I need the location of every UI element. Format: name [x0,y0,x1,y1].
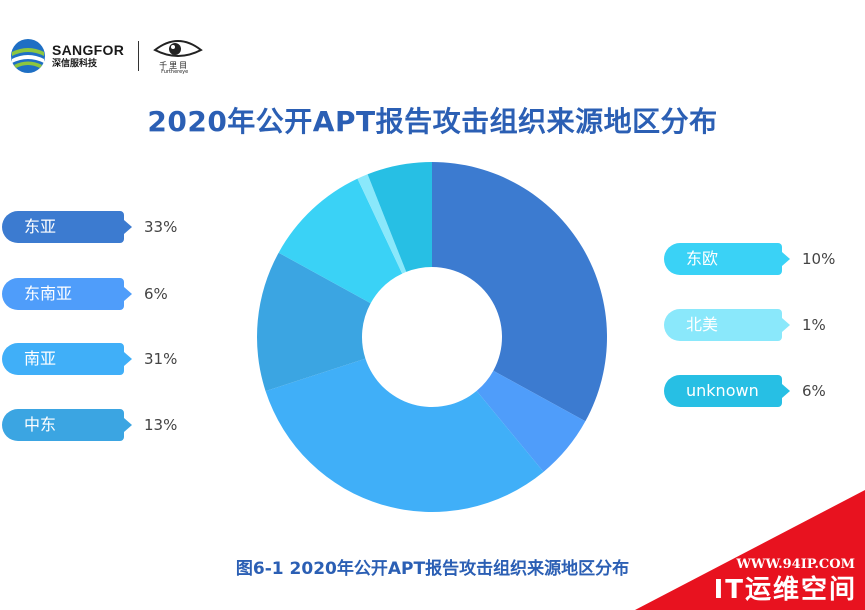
legend-item-unknown: unknown 6% [664,375,826,407]
chart-title: 2020年公开APT报告攻击组织来源地区分布 [147,105,718,138]
legend-label: 东亚 [24,217,57,236]
watermark-url: WWW.94IP.COM [736,557,855,572]
legend-label: unknown [686,381,759,400]
legend-percent: 10% [802,250,836,268]
legend-label: 南亚 [24,349,57,368]
donut-slice-3 [265,358,544,512]
logo-divider [138,41,140,71]
legend-percent: 1% [802,316,826,334]
legend-label: 中东 [24,415,57,434]
legend-tag: 南亚 [2,343,132,375]
logo-bar: SANGFOR 深信服科技 千里目 Furthereye [10,36,205,76]
legend-percent: 13% [144,416,178,434]
furthereye-logo: 千里目 Furthereye [151,36,205,76]
legend-label: 东欧 [686,249,719,268]
legend-percent: 31% [144,350,178,368]
legend-tag: 北美 [664,309,790,341]
eye-icon [153,40,203,57]
donut-slice-7 [367,162,432,272]
watermark: WWW.94IP.COM IT运维空间 [635,490,865,610]
legend-label: 北美 [686,315,719,334]
legend-item-north-america: 北美 1% [664,309,826,341]
legend-tag: 东亚 [2,211,132,243]
legend-tag: 中东 [2,409,132,441]
legend-tag: 东欧 [664,243,790,275]
donut-slice-2 [476,370,586,472]
eye-en-name: Furthereye [161,69,189,75]
legend-item-middle-east: 中东 13% [2,409,177,441]
legend-item-eastern-europe: 东欧 10% [664,243,835,275]
donut-slice-6 [357,174,407,274]
legend-item-east-asia: 东亚 33% [2,211,177,243]
legend-item-south-asia: 南亚 31% [2,343,177,375]
donut-slice-4 [257,252,371,392]
watermark-text: IT运维空间 [713,575,857,605]
legend-percent: 33% [144,218,178,236]
sangfor-cn-name: 深信服科技 [52,58,98,69]
sangfor-logo-icon [11,39,45,73]
donut-slice-1 [432,162,608,422]
legend-tag: unknown [664,375,790,407]
legend-label: 东南亚 [24,284,73,303]
legend-percent: 6% [144,285,168,303]
figure-caption: 图6-1 2020年公开APT报告攻击组织来源地区分布 [235,559,630,579]
sangfor-name: SANGFOR [52,41,125,58]
legend-item-southeast-asia: 东南亚 6% [2,278,168,310]
legend-tag: 东南亚 [2,278,132,310]
eye-cn-name: 千里目 [159,61,190,70]
legend-percent: 6% [802,382,826,400]
watermark-banner [635,490,865,610]
donut-slice-5 [278,178,403,304]
